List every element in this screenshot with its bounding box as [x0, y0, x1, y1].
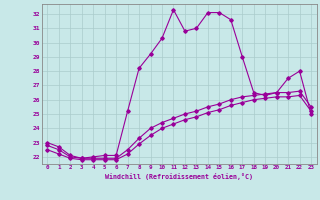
X-axis label: Windchill (Refroidissement éolien,°C): Windchill (Refroidissement éolien,°C) [105, 173, 253, 180]
